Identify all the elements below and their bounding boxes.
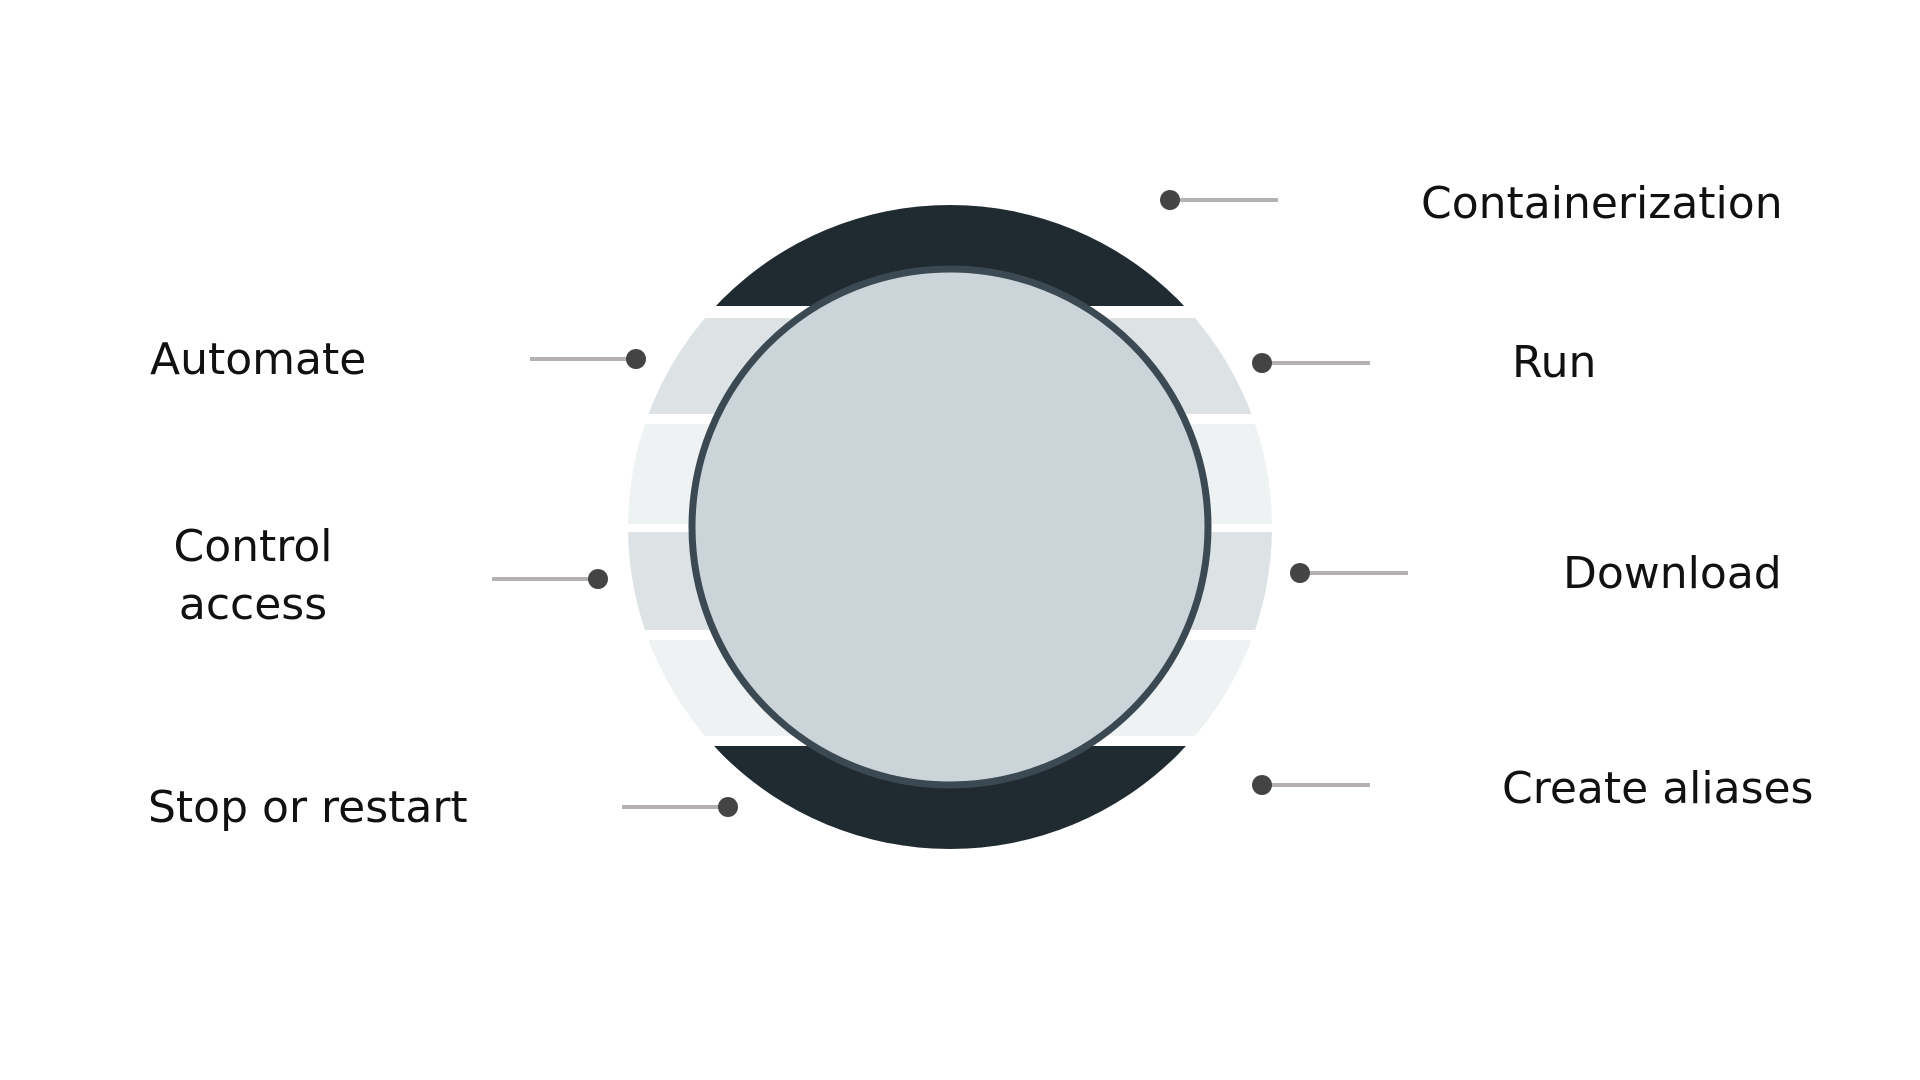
connector-run — [1252, 353, 1370, 373]
inner-circle — [688, 265, 1212, 789]
connector-create-aliases — [1252, 775, 1370, 795]
connector-stop-or-restart — [622, 797, 738, 817]
label-automate: Automate — [150, 334, 367, 385]
label-control-access: Control access — [148, 518, 358, 634]
label-download: Download — [1563, 548, 1782, 599]
label-stop-or-restart: Stop or restart — [148, 782, 468, 833]
connector-containerization — [1160, 190, 1278, 210]
label-run: Run — [1512, 337, 1597, 388]
label-create-aliases: Create aliases — [1502, 763, 1814, 814]
connector-automate — [530, 349, 646, 369]
label-control-access-line-1: Control — [173, 521, 333, 572]
connector-download — [1290, 563, 1408, 583]
label-control-access-line-2: access — [178, 579, 328, 630]
label-containerization: Containerization — [1421, 178, 1783, 229]
connector-control-access — [492, 569, 608, 589]
